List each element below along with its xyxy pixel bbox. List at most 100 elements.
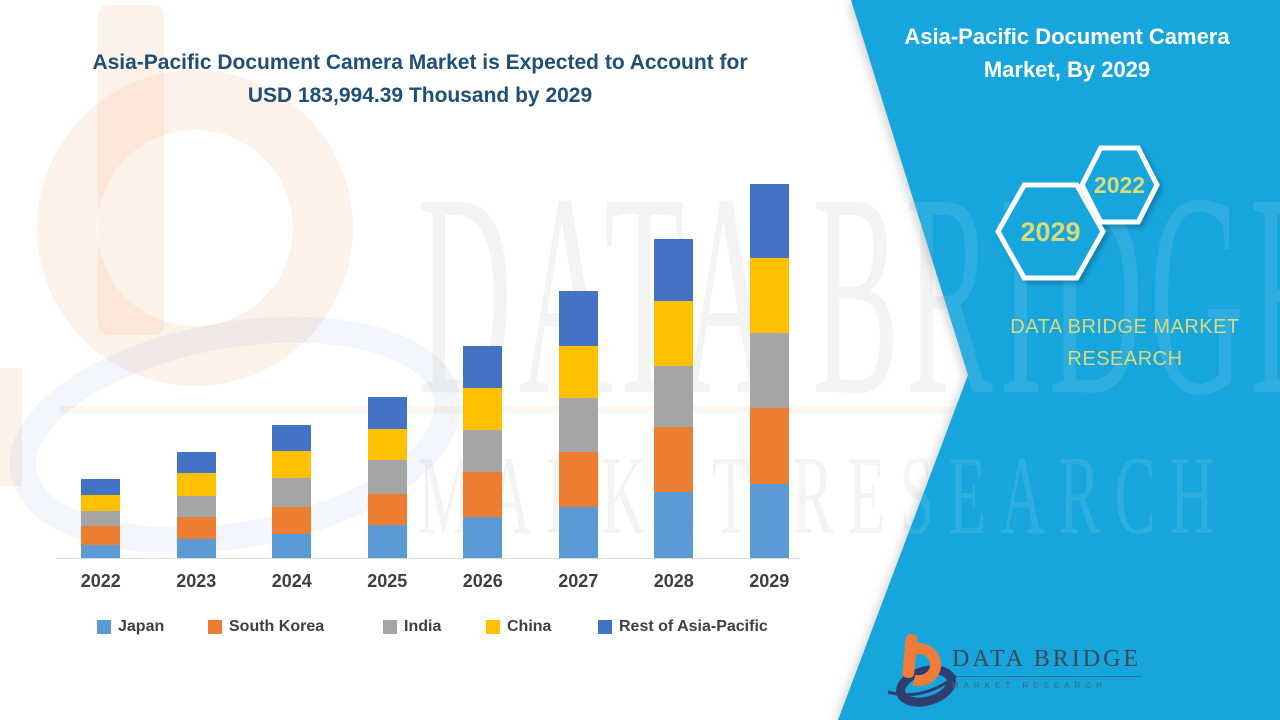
legend-item-japan: Japan (97, 618, 164, 636)
bar-segment-2023-japan (176, 539, 216, 558)
bar-segment-2024-china (272, 451, 312, 479)
bar-segment-2029-rest-of-asia-pacific (749, 183, 789, 258)
logo-swoosh-line (887, 674, 957, 697)
bar-2029 (722, 150, 818, 558)
brand-caption-line1: DATA BRIDGE MARKET (1010, 316, 1240, 338)
x-tick-2029: 2029 (749, 571, 790, 591)
logo-b-bowl (912, 643, 942, 687)
bar-segment-2022-japan (81, 544, 121, 558)
bar-2025 (340, 150, 436, 558)
bar-segment-2026-japan (463, 517, 503, 558)
bar-segment-2026-rest-of-asia-pacific (463, 345, 503, 388)
bar-segment-2022-rest-of-asia-pacific (81, 479, 121, 495)
year-hexagons: 2029 2022 (995, 145, 1160, 281)
bar-segment-2025-china (367, 429, 407, 461)
bar-2024 (244, 150, 340, 558)
logo-navy-ellipse (896, 665, 956, 707)
watermark-pink-bar (0, 368, 22, 486)
legend-item-india: India (383, 618, 441, 636)
side-panel-heading-line1: Asia-Pacific Document Camera (904, 24, 1230, 49)
hexagon-2022-outline (1079, 145, 1160, 225)
hexagon-badge-2029: 2029 (995, 182, 1106, 281)
legend-swatch-south-korea (208, 620, 222, 634)
x-tick-2024: 2024 (271, 571, 312, 591)
bar-segment-2024-rest-of-asia-pacific (272, 424, 312, 452)
bar-segment-2027-rest-of-asia-pacific (558, 290, 598, 346)
bar-segment-2025-south-korea (367, 493, 407, 526)
hexagon-2029-outline (995, 182, 1106, 281)
bar-segment-2026-south-korea (463, 472, 503, 518)
bar-segment-2023-rest-of-asia-pacific (176, 452, 216, 474)
x-tick-2022: 2022 (80, 571, 121, 591)
bar-segment-2028-india (654, 365, 694, 428)
bar-2027 (531, 150, 627, 558)
legend-label-india: India (404, 618, 442, 635)
legend-item-rest-of-asia-pacific: Rest of Asia-Pacific (598, 618, 768, 636)
x-axis-ticks: 2022 2023 2024 2025 2026 2027 2028 2029 (53, 571, 817, 592)
bar-segment-2028-rest-of-asia-pacific (654, 238, 694, 302)
bar-segment-2029-south-korea (749, 408, 789, 484)
x-tick-2027: 2027 (558, 571, 599, 591)
footer-brand: DATA BRIDGE MARKET RESEARCH (952, 646, 1142, 690)
bar-segment-2028-china (654, 301, 694, 366)
legend-swatch-japan (97, 620, 111, 634)
x-axis-line (56, 558, 800, 559)
footer-brand-name: DATA BRIDGE (952, 646, 1142, 677)
x-tick-2025: 2025 (367, 571, 408, 591)
bar-segment-2029-india (749, 333, 789, 409)
bar-segment-2022-india (81, 510, 121, 526)
legend-label-south-korea: South Korea (229, 618, 325, 635)
bar-2022 (53, 150, 149, 558)
hexagon-badge-2022: 2022 (1079, 145, 1160, 225)
bar-segment-2028-japan (654, 492, 694, 558)
bar-segment-2024-japan (272, 534, 312, 558)
data-bridge-logo-icon (887, 633, 957, 707)
bar-segment-2027-india (558, 397, 598, 453)
x-tick-2026: 2026 (462, 571, 503, 591)
x-tick-2028: 2028 (653, 571, 694, 591)
bar-segment-2027-china (558, 345, 598, 398)
bar-segment-2027-japan (558, 507, 598, 558)
footer-brand-subtext: MARKET RESEARCH (952, 681, 1107, 690)
legend-swatch-rest-of-asia-pacific (598, 620, 612, 634)
bar-segment-2025-india (367, 460, 407, 494)
legend-label-china: China (507, 618, 552, 635)
bar-segment-2024-south-korea (272, 506, 312, 534)
hexagon-2029-label: 2029 (1020, 217, 1080, 247)
bar-segment-2026-china (463, 387, 503, 431)
legend-item-south-korea: South Korea (208, 618, 324, 636)
bar-segment-2028-south-korea (654, 427, 694, 493)
page-title-line1: Asia-Pacific Document Camera Market is E… (92, 51, 748, 74)
legend-swatch-china (486, 620, 500, 634)
brand-caption-line2: RESEARCH (1067, 348, 1183, 370)
bar-segment-2024-india (272, 478, 312, 507)
bar-segment-2022-south-korea (81, 525, 121, 545)
side-panel-heading-line2: Market, By 2029 (983, 57, 1151, 82)
bar-2028 (626, 150, 722, 558)
bar-segment-2022-china (81, 494, 121, 511)
chart-plot (53, 150, 817, 558)
legend-item-china: China (486, 618, 551, 636)
bar-segment-2026-india (463, 430, 503, 473)
bar-segment-2023-china (176, 473, 216, 496)
page-title: Asia-Pacific Document Camera Market is E… (40, 46, 800, 112)
bar-segment-2027-south-korea (558, 452, 598, 508)
bar-2026 (435, 150, 531, 558)
hexagon-2022-label: 2022 (1094, 172, 1145, 198)
side-panel-heading: Asia-Pacific Document Camera Market, By … (868, 20, 1266, 86)
bar-segment-2025-japan (367, 525, 407, 558)
bar-segment-2025-rest-of-asia-pacific (367, 396, 407, 430)
brand-caption: DATA BRIDGE MARKET RESEARCH (958, 311, 1280, 375)
bar-segment-2029-japan (749, 483, 789, 558)
x-tick-2023: 2023 (176, 571, 217, 591)
bar-segment-2023-india (176, 495, 216, 517)
bar-segment-2029-china (749, 257, 789, 334)
logo-b-stem (902, 633, 918, 679)
legend-swatch-india (383, 620, 397, 634)
legend-label-rest-of-asia-pacific: Rest of Asia-Pacific (619, 618, 768, 635)
page-title-line2: USD 183,994.39 Thousand by 2029 (247, 84, 593, 107)
bar-2023 (149, 150, 245, 558)
bar-segment-2023-south-korea (176, 516, 216, 540)
legend-label-japan: Japan (118, 618, 165, 635)
